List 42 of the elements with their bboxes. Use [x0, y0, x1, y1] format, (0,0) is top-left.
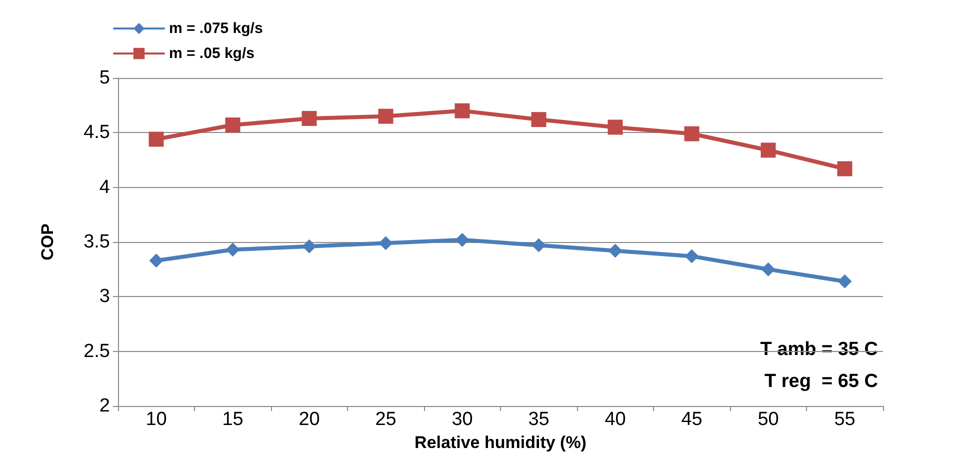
- y-tick-label: 5: [99, 68, 110, 88]
- annotation: T reg = 65 C: [764, 371, 878, 392]
- point: [226, 242, 240, 257]
- x-axis-title: Relative humidity (%): [414, 432, 586, 452]
- point: [837, 161, 852, 176]
- x-tick-label: 55: [834, 409, 856, 430]
- point: [531, 112, 546, 128]
- x-tick-label: 50: [758, 409, 779, 430]
- point: [838, 274, 852, 288]
- legend-label: m = .05 kg/s: [169, 45, 254, 62]
- y-tick-label: 3.5: [84, 232, 110, 252]
- point: [378, 108, 394, 124]
- point: [684, 126, 700, 142]
- x-tick-label: 10: [146, 409, 167, 430]
- y-tick-label: 4: [99, 176, 110, 198]
- x-tick-label: 25: [375, 409, 396, 430]
- point: [455, 232, 470, 247]
- x-tick-label: 40: [604, 409, 626, 430]
- y-tick-label: 3: [99, 286, 110, 308]
- y-tick-label: 2: [99, 396, 110, 416]
- point: [149, 254, 164, 268]
- point: [760, 142, 776, 158]
- point: [225, 118, 240, 133]
- point: [761, 262, 776, 276]
- point: [454, 103, 470, 118]
- point: [608, 120, 623, 135]
- x-tick-label: 35: [528, 409, 550, 430]
- y-tick-label: 2.5: [84, 340, 110, 362]
- point: [302, 239, 316, 254]
- point: [532, 238, 546, 252]
- point: [684, 249, 699, 264]
- x-tick-label: 20: [298, 409, 320, 430]
- y-tick-label: 4.5: [84, 122, 110, 144]
- point: [148, 132, 164, 147]
- y-axis-title: COP: [38, 224, 57, 260]
- point: [302, 110, 317, 126]
- x-tick-label: 15: [222, 409, 244, 430]
- x-tick-label: 30: [452, 409, 473, 430]
- x-tick-label: 45: [681, 409, 702, 430]
- legend-label: m = .075 kg/s: [169, 20, 263, 37]
- point: [378, 236, 393, 250]
- point: [608, 244, 622, 258]
